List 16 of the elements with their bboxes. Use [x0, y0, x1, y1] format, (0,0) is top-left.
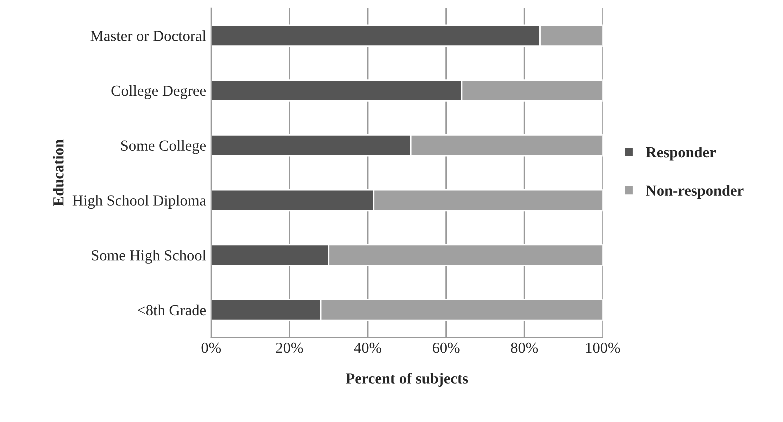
y-tick-label: Some College: [121, 140, 206, 154]
y-tick-label: College Degree: [112, 85, 206, 100]
legend-label: Responder: [646, 146, 716, 161]
y-tick-label: Some High School: [92, 250, 206, 264]
x-tick-label: 80%: [511, 342, 538, 354]
y-axis-title: Education: [53, 140, 64, 206]
y-tick-label: High School Diploma: [72, 195, 206, 210]
x-tick-label: 20%: [276, 342, 304, 354]
y-tick-label: <8th Grade: [138, 304, 206, 316]
x-tick-label: 40%: [354, 342, 382, 354]
x-tick-label: 60%: [432, 342, 460, 354]
legend-label: Non-responder: [646, 185, 744, 200]
x-tick-label: 100%: [586, 342, 620, 354]
x-tick-label: 0%: [202, 342, 222, 354]
y-tick-label: Master or Doctoral: [90, 30, 206, 42]
x-axis-title: Percent of subjects: [346, 372, 468, 387]
